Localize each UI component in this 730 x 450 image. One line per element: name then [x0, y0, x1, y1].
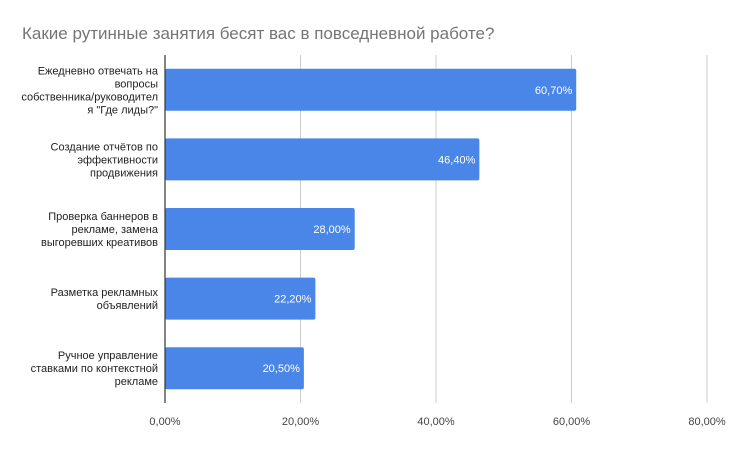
- bar-value-label: 60,70%: [535, 85, 573, 97]
- category-label-line: рекламе, замена: [71, 224, 158, 236]
- x-tick-label: 60,00%: [553, 416, 591, 428]
- x-tick-label: 40,00%: [417, 416, 455, 428]
- x-tick-label: 80,00%: [688, 416, 726, 428]
- category-label-line: Ежедневно отвечать на: [38, 65, 159, 77]
- category-label-line: Разметка рекламных: [51, 287, 159, 299]
- category-label-line: вопросы: [115, 78, 159, 90]
- category-label-line: выгоревших креативов: [41, 237, 158, 249]
- category-label-line: Ручное управление: [58, 350, 158, 362]
- category-label-line: эффективности: [77, 154, 158, 166]
- x-tick-label: 0,00%: [149, 416, 180, 428]
- labels: 0,00% 20,00% 40,00% 60,00% 80,00% 60,70% Ежедн…: [21, 65, 725, 428]
- category-label-line: рекламе: [115, 376, 158, 388]
- bars: [165, 68, 577, 390]
- category-label: Создание отчётов по эффективности продвиже…: [51, 141, 158, 179]
- category-label: Ручное управление ставками по контекстной…: [31, 350, 158, 388]
- category-label: Разметка рекламных объявлений: [51, 287, 159, 312]
- category-label-line: Проверка баннеров в: [48, 211, 158, 223]
- category-label-line: я "Где лиды?": [87, 104, 158, 116]
- category-label: Ежедневно отвечать на вопросы собственника…: [21, 65, 158, 116]
- bar: [165, 277, 316, 320]
- bar: [165, 68, 577, 111]
- category-label-line: объявлений: [97, 300, 158, 312]
- bar: [165, 138, 480, 181]
- bar-value-label: 28,00%: [313, 224, 351, 236]
- category-label-line: ставками по контекстной: [31, 363, 158, 375]
- category-label-line: продвижения: [90, 167, 158, 179]
- bar-value-label: 20,50%: [263, 363, 301, 375]
- chart-title: Какие рутинные занятия бесят вас в повсе…: [22, 24, 494, 43]
- bar-value-label: 22,20%: [274, 294, 312, 306]
- category-label: Проверка баннеров в рекламе, замена выгоре…: [41, 211, 159, 249]
- bar: [165, 208, 355, 250]
- category-label-line: собственника/руководител: [21, 91, 158, 103]
- category-label-line: Создание отчётов по: [51, 141, 158, 153]
- bar: [165, 347, 304, 390]
- x-tick-label: 20,00%: [282, 416, 320, 428]
- bar-value-label: 46,40%: [438, 154, 476, 166]
